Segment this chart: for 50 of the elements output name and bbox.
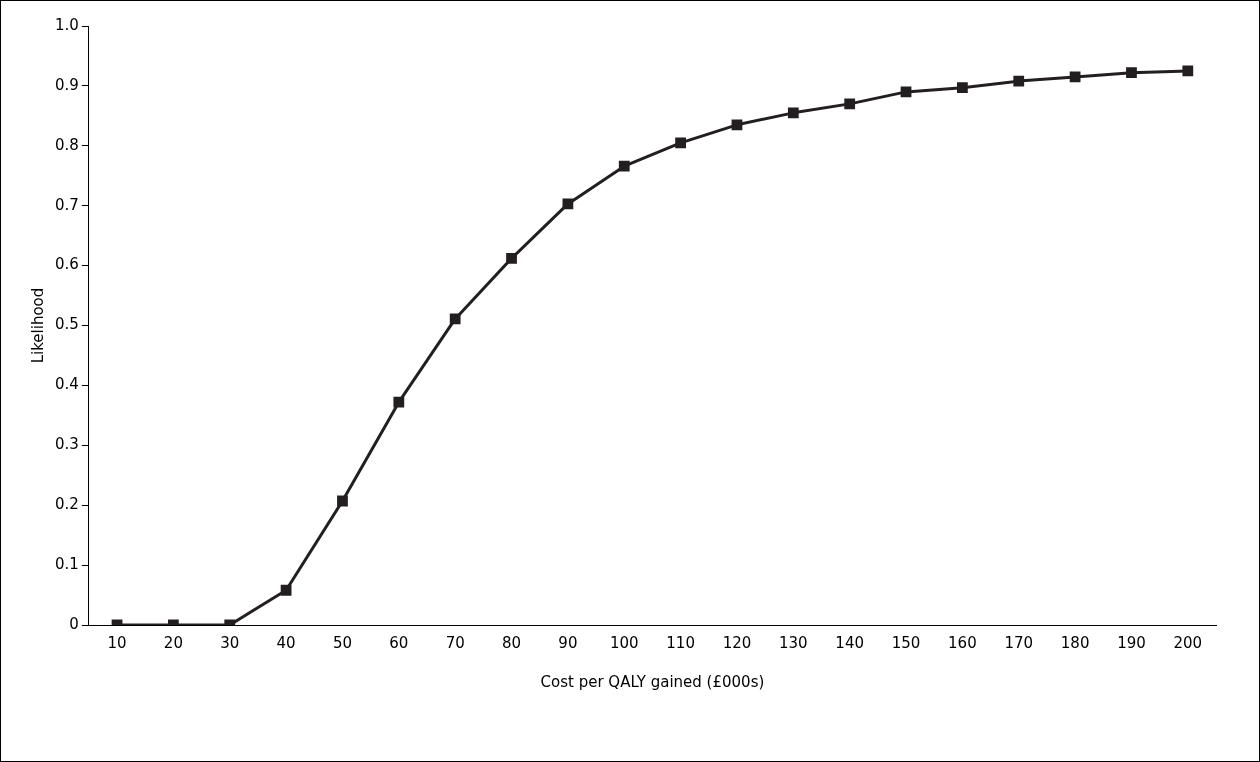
x-tick-label: 10 bbox=[107, 633, 127, 652]
y-tick-label: 0.6 bbox=[55, 255, 79, 274]
x-tick-label: 20 bbox=[163, 633, 183, 652]
y-tick-label: 0.1 bbox=[55, 554, 79, 573]
point bbox=[787, 107, 799, 119]
point bbox=[393, 396, 405, 408]
point bbox=[337, 495, 348, 507]
point bbox=[1126, 67, 1137, 79]
point bbox=[449, 313, 461, 325]
point bbox=[618, 160, 630, 172]
y-tick-label: 0.9 bbox=[55, 75, 79, 94]
x-tick-label: 80 bbox=[501, 633, 522, 652]
point bbox=[900, 86, 912, 98]
x-tick-label: 90 bbox=[558, 633, 578, 652]
x-tick-label: 110 bbox=[666, 633, 695, 652]
x-tick-label: 200 bbox=[1173, 633, 1203, 652]
point bbox=[957, 82, 968, 94]
y-tick-label: 0.2 bbox=[55, 495, 79, 514]
y-tick-label: 0.5 bbox=[55, 315, 79, 334]
x-tick-label: 70 bbox=[445, 633, 465, 652]
y-tick-label: 0.4 bbox=[55, 375, 79, 394]
x-tick-label: 140 bbox=[835, 633, 864, 652]
x-tick-label: 50 bbox=[332, 633, 353, 652]
y-tick-label: 0.3 bbox=[55, 435, 79, 454]
x-tick-label: 120 bbox=[722, 633, 752, 652]
x-tick-label: 60 bbox=[389, 633, 409, 652]
y-tick-label: 1.0 bbox=[55, 15, 79, 34]
x-tick-label: 130 bbox=[779, 633, 808, 652]
point bbox=[280, 584, 292, 596]
x-tick-label: 180 bbox=[1060, 633, 1090, 652]
x-tick-label: 160 bbox=[948, 633, 977, 652]
x-tick-label: 170 bbox=[1004, 633, 1034, 652]
point bbox=[731, 119, 743, 131]
x-tick-label: 190 bbox=[1117, 633, 1146, 652]
y-axis-title: Likelihood bbox=[28, 287, 47, 364]
point bbox=[844, 98, 856, 110]
x-tick-label: 40 bbox=[276, 633, 296, 652]
x-axis-title: Cost per QALY gained (£000s) bbox=[540, 672, 765, 691]
point bbox=[562, 198, 574, 210]
y-tick-label: 0 bbox=[69, 614, 79, 633]
x-tick-label: 100 bbox=[609, 633, 639, 652]
point bbox=[675, 137, 686, 149]
point bbox=[1013, 75, 1025, 87]
x-tick-label: 150 bbox=[891, 633, 921, 652]
point bbox=[1182, 65, 1194, 77]
y-tick-label: 0.8 bbox=[55, 135, 79, 154]
x-tick-label: 30 bbox=[220, 633, 240, 652]
point bbox=[1069, 71, 1081, 83]
point bbox=[506, 253, 517, 264]
y-tick-label: 0.7 bbox=[55, 195, 79, 214]
